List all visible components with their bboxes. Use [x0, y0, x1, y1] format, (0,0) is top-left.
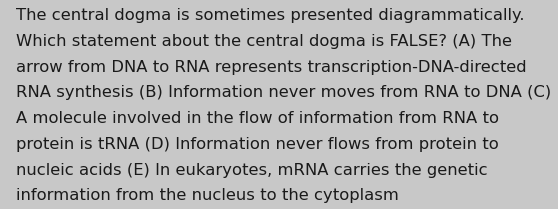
Text: RNA synthesis (B) Information never moves from RNA to DNA (C): RNA synthesis (B) Information never move… [16, 85, 551, 101]
Text: arrow from DNA to RNA represents transcription-DNA-directed: arrow from DNA to RNA represents transcr… [16, 60, 526, 75]
Text: information from the nucleus to the cytoplasm: information from the nucleus to the cyto… [16, 188, 398, 203]
Text: Which statement about the central dogma is FALSE? (A) The: Which statement about the central dogma … [16, 34, 512, 49]
Text: protein is tRNA (D) Information never flows from protein to: protein is tRNA (D) Information never fl… [16, 137, 498, 152]
Text: A molecule involved in the flow of information from RNA to: A molecule involved in the flow of infor… [16, 111, 499, 126]
Text: The central dogma is sometimes presented diagrammatically.: The central dogma is sometimes presented… [16, 8, 524, 23]
Text: nucleic acids (E) In eukaryotes, mRNA carries the genetic: nucleic acids (E) In eukaryotes, mRNA ca… [16, 163, 487, 178]
